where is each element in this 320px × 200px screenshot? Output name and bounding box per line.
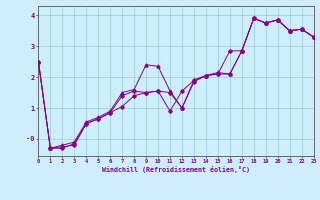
X-axis label: Windchill (Refroidissement éolien,°C): Windchill (Refroidissement éolien,°C) xyxy=(102,166,250,173)
